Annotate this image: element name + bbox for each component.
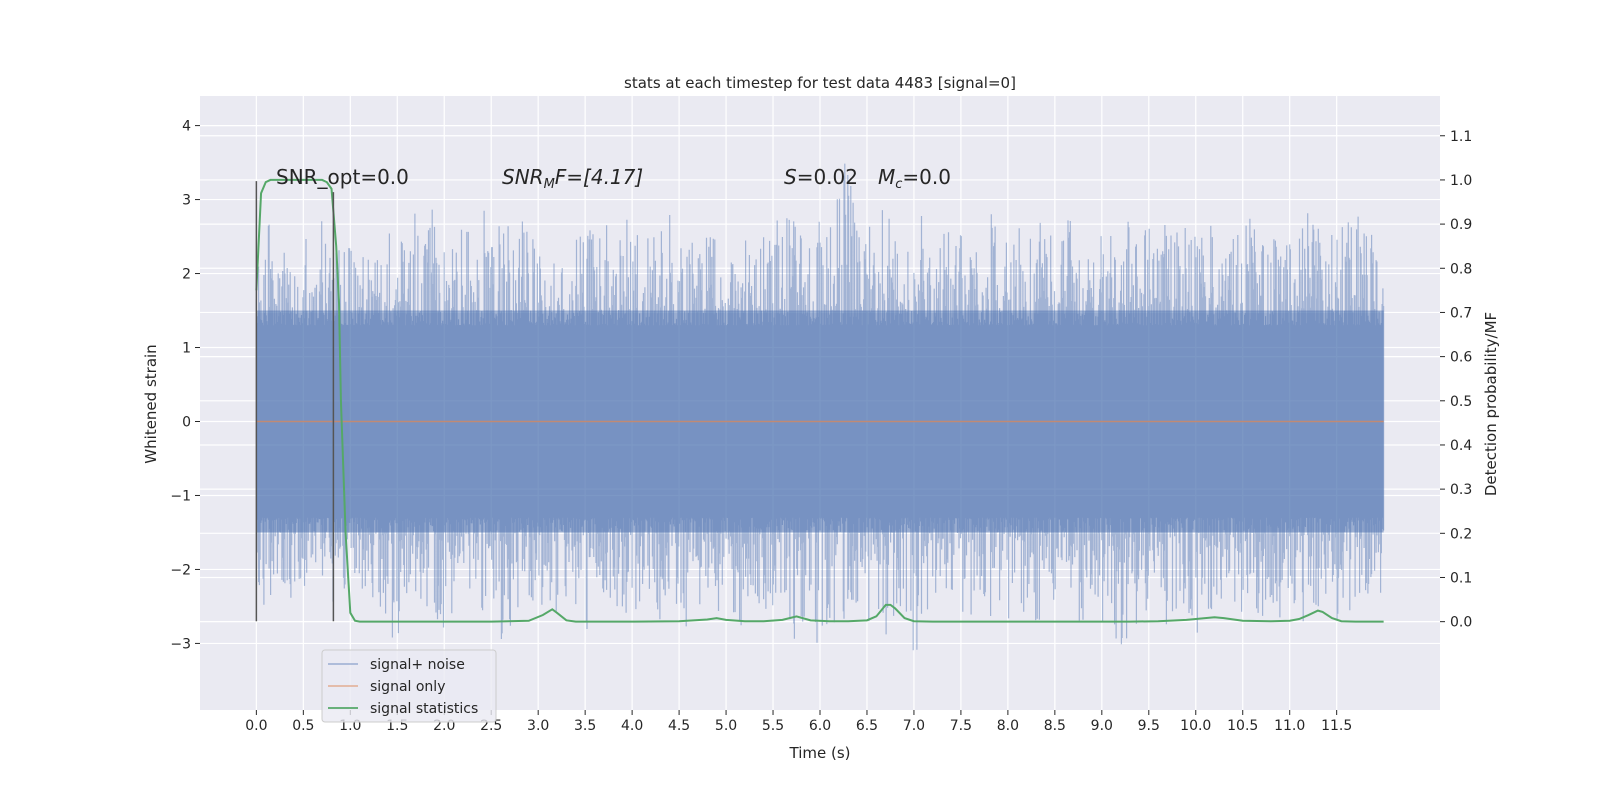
legend-box (321, 649, 497, 723)
y-tick-label: −1 (170, 488, 191, 504)
y-tick-label: 0 (182, 414, 191, 430)
y2-tick-label: 0.1 (1450, 570, 1472, 586)
y2-tick-label: 0.3 (1450, 482, 1472, 498)
y2-axis-title: Detection probability/MF (1482, 312, 1500, 496)
y-tick-label: 3 (182, 193, 191, 209)
vertical-markers (255, 181, 335, 622)
y2-tick-label: 0.5 (1450, 394, 1472, 410)
x-tick-label: 3.0 (527, 718, 549, 734)
x-tick-label: 5.5 (762, 718, 784, 734)
annotation-snr-opt: SNR_opt=0.0 (276, 165, 409, 189)
y2-tick-label: 0.4 (1450, 438, 1472, 454)
y-tick-label: 1 (182, 341, 191, 357)
annotation-snr-mf: SNRMF=[4.17] (502, 165, 643, 192)
legend-label-signal-only: signal only (370, 679, 445, 695)
y-axis-title: Whitened strain (142, 344, 160, 463)
y-tick-label: 4 (182, 119, 191, 135)
x-tick-label: 0.0 (245, 718, 267, 734)
y2-tick-label: 0.2 (1450, 526, 1472, 542)
y-tick-label: −2 (170, 562, 191, 578)
y-tick-label: 2 (182, 267, 191, 283)
x-tick-label: 5.0 (715, 718, 737, 734)
x-tick-label: 9.5 (1138, 718, 1160, 734)
y-tick-label: −3 (170, 636, 191, 652)
series-signal-statistics (255, 178, 1384, 623)
line-series (255, 178, 1384, 623)
y2-tick-label: 0.0 (1450, 615, 1472, 631)
annotation-s: S=0.02 (784, 165, 858, 189)
x-tick-label: 6.0 (809, 718, 831, 734)
x-tick-label: 6.5 (856, 718, 878, 734)
x-axis-title: Time (s) (789, 744, 851, 762)
y2-tick-label: 0.9 (1450, 217, 1472, 233)
annotation-mc: Mc=0.0 (878, 165, 951, 192)
x-tick-label: 8.5 (1044, 718, 1066, 734)
x-tick-label: 0.5 (292, 718, 314, 734)
x-tick-label: 4.0 (621, 718, 643, 734)
y2-tick-label: 0.6 (1450, 350, 1472, 366)
x-axis: 0.0 0.5 1.0 1.5 2.0 2.5 3.0 3.5 4.0 4.5 5.0 5.5 6.0 6… (245, 710, 1352, 734)
y-axis-left: −3 −2 −1 0 1 2 3 4 (170, 119, 200, 652)
x-tick-label: 4.5 (668, 718, 690, 734)
y2-tick-label: 1.1 (1450, 129, 1472, 145)
legend-label-signal-statistics: signal statistics (370, 701, 478, 717)
y-axis-right: 0.0 0.1 0.2 0.3 0.4 0.5 0.6 0.7 0.8 0.9 1.0 1.1 (1440, 129, 1472, 631)
x-tick-label: 11.5 (1321, 718, 1352, 734)
legend-label-signal-noise: signal+ noise (370, 657, 465, 673)
y2-tick-label: 1.0 (1450, 173, 1472, 189)
chart-title: stats at each timestep for test data 448… (624, 74, 1016, 92)
x-tick-label: 11.0 (1274, 718, 1305, 734)
y2-tick-label: 0.7 (1450, 305, 1472, 321)
x-tick-label: 10.0 (1180, 718, 1211, 734)
x-tick-label: 7.5 (950, 718, 972, 734)
y2-tick-label: 0.8 (1450, 261, 1472, 277)
x-tick-label: 8.0 (997, 718, 1019, 734)
x-tick-label: 7.0 (903, 718, 925, 734)
x-tick-label: 9.0 (1091, 718, 1113, 734)
x-tick-label: 10.5 (1227, 718, 1258, 734)
legend: signal+ noise signal only signal statist… (321, 649, 497, 723)
x-tick-label: 3.5 (574, 718, 596, 734)
